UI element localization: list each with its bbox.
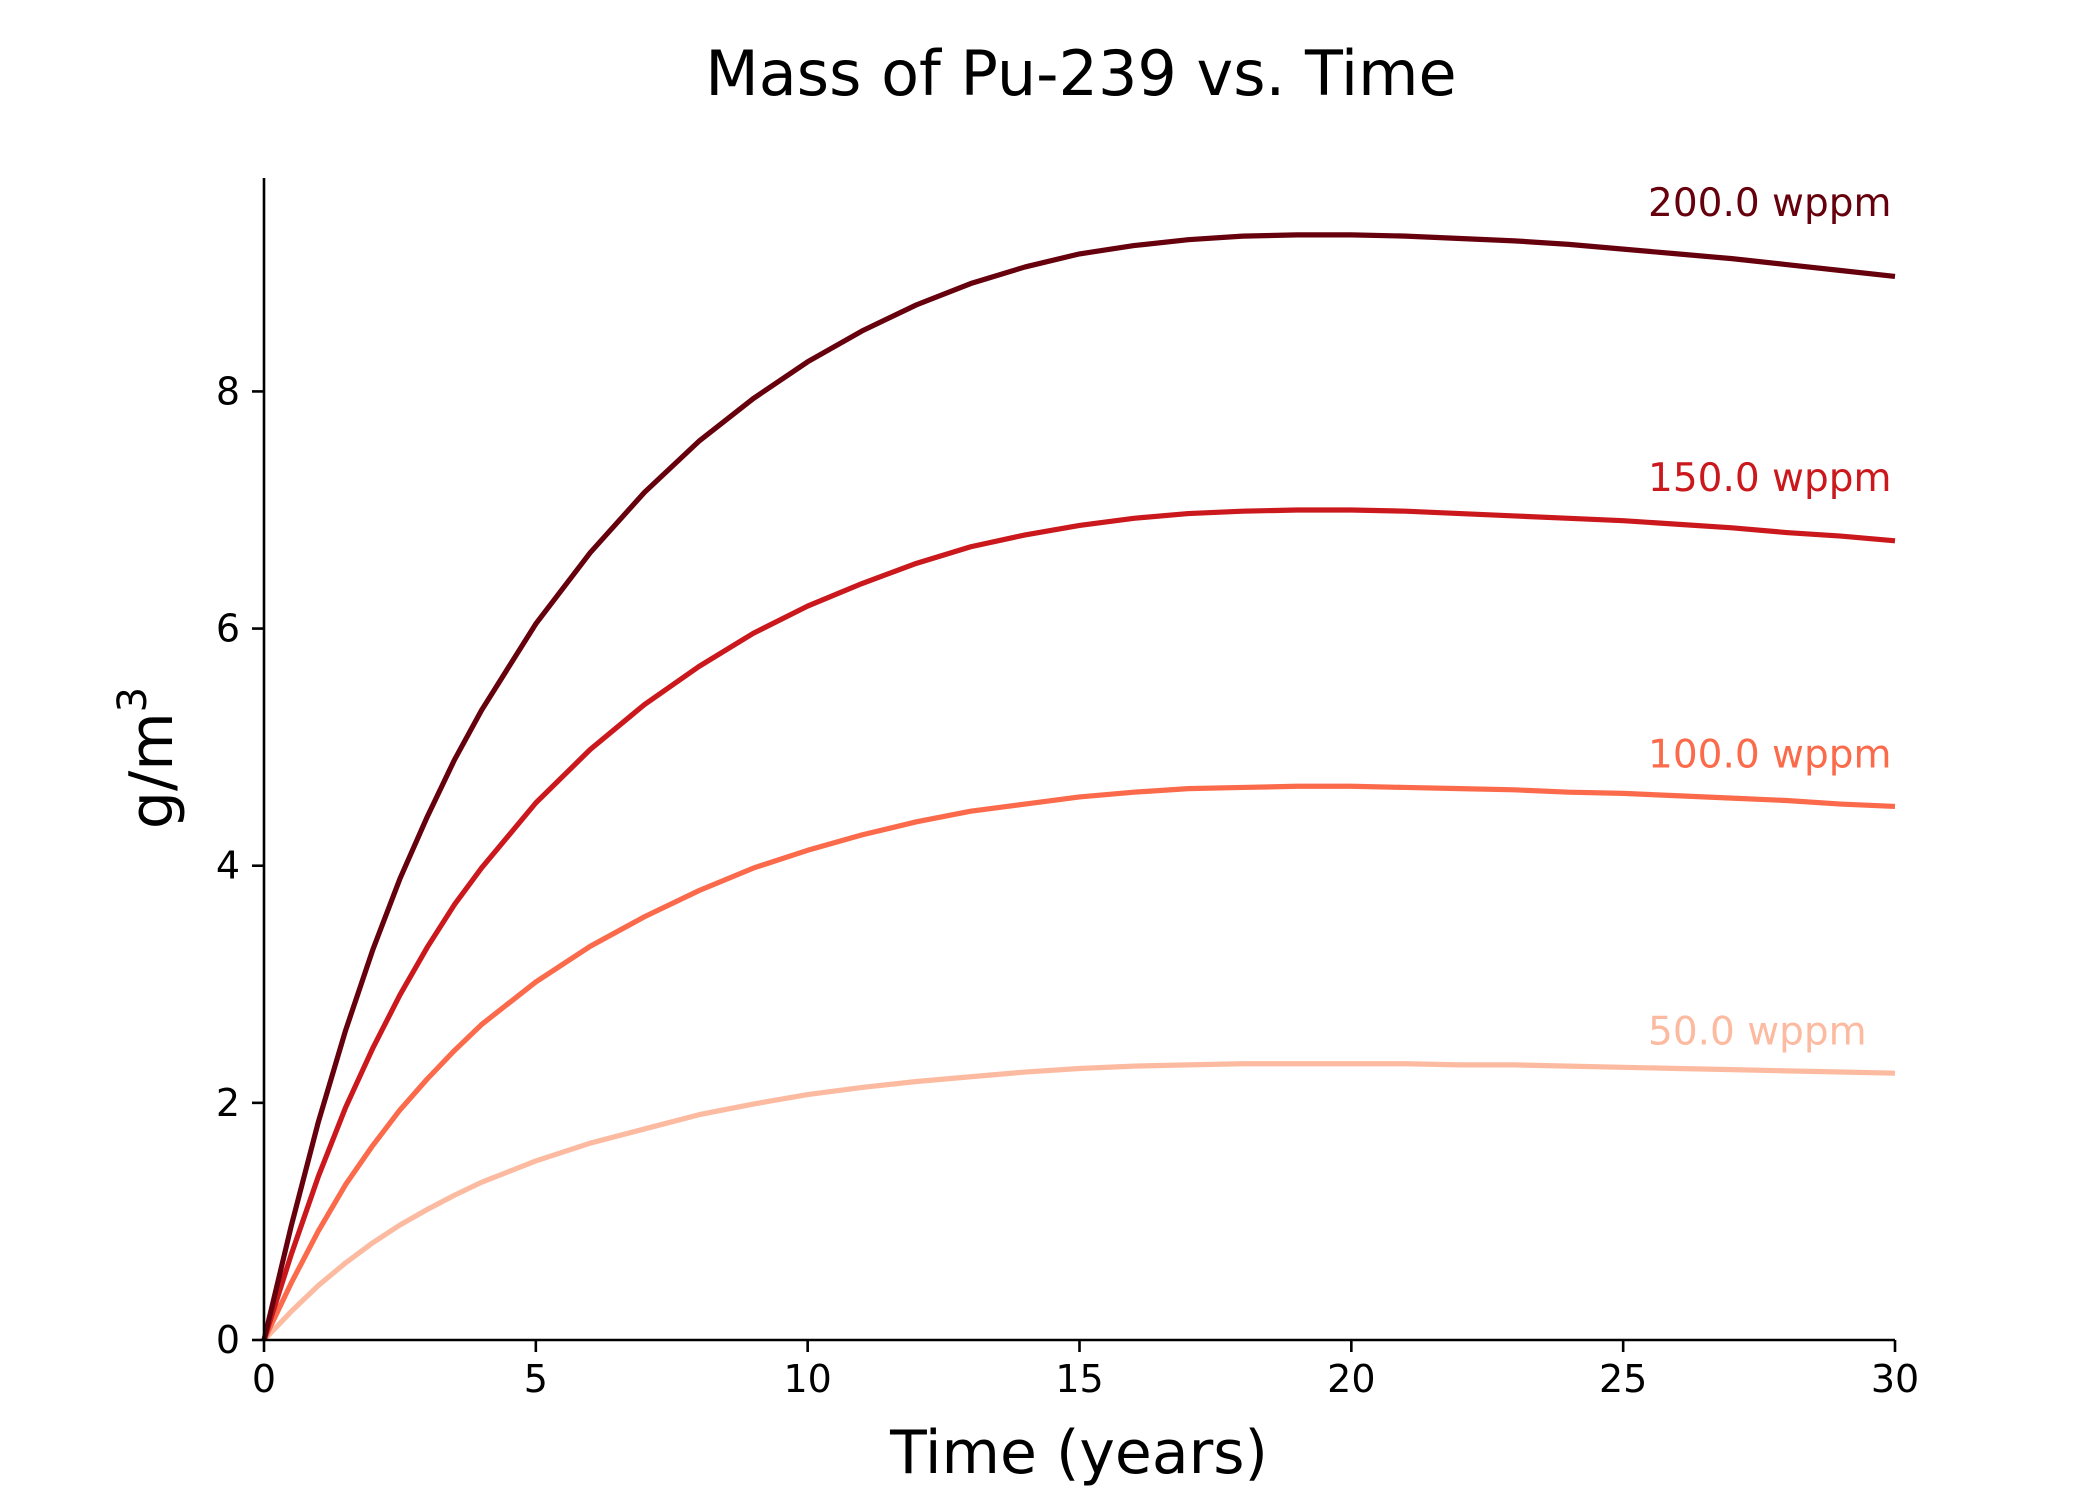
x-ticks: 0 5 10 15 20 25 30 <box>252 1340 1919 1401</box>
x-tick-label-3: 15 <box>1055 1357 1103 1401</box>
x-tick-label-4: 20 <box>1327 1357 1375 1401</box>
y-ticks: 0 2 4 6 8 <box>216 369 264 1362</box>
x-tick-label-1: 5 <box>524 1357 548 1401</box>
series-line-0 <box>262 1061 1896 1342</box>
y-tick-label-4: 8 <box>216 369 240 413</box>
x-tick-label-6: 30 <box>1871 1357 1919 1401</box>
series-line-3 <box>261 232 1896 1341</box>
y-axis-label-base: g/m <box>117 712 187 829</box>
series-line-2 <box>261 507 1896 1341</box>
series-labels: 50.0 wppm 100.0 wppm 150.0 wppm 200.0 wppm <box>1648 181 1891 1055</box>
y-axis-label: g/m3 <box>110 687 187 829</box>
y-tick-label-3: 6 <box>216 607 240 651</box>
chart-title: Mass of Pu-239 vs. Time <box>705 37 1456 110</box>
series-label-1: 100.0 wppm <box>1648 732 1891 777</box>
y-tick-label-1: 2 <box>216 1081 240 1125</box>
series-label-0: 50.0 wppm <box>1648 1010 1867 1055</box>
x-tick-label-2: 10 <box>783 1357 831 1401</box>
y-tick-label-2: 4 <box>216 844 240 888</box>
y-axis-label-superscript: 3 <box>110 687 156 712</box>
x-tick-label-5: 25 <box>1599 1357 1647 1401</box>
series-label-2: 150.0 wppm <box>1648 456 1891 501</box>
y-tick-label-0: 0 <box>216 1318 240 1362</box>
series-line-1 <box>261 783 1896 1342</box>
series-label-3: 200.0 wppm <box>1648 181 1891 226</box>
series-layer <box>261 232 1896 1342</box>
x-tick-label-0: 0 <box>252 1357 276 1401</box>
x-axis-label: Time (years) <box>889 1418 1268 1488</box>
